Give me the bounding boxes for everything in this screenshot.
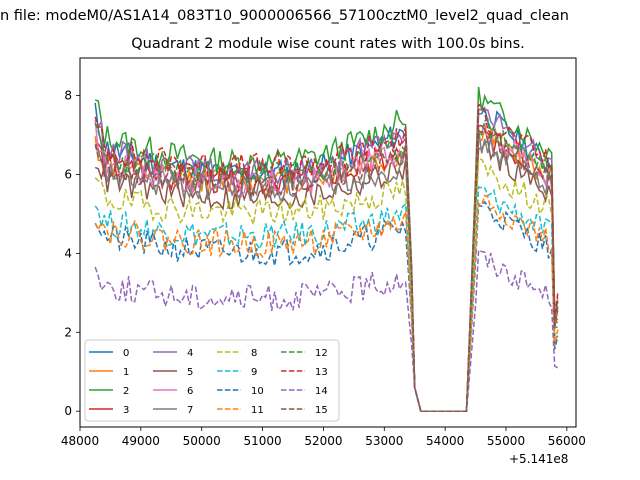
y-tick-label: 6 (64, 167, 72, 181)
legend-label-13: 13 (315, 367, 328, 378)
series-line-5 (94, 139, 559, 412)
series-line-9 (94, 186, 559, 412)
legend-label-6: 6 (187, 386, 193, 397)
x-tick-label: 49000 (122, 434, 160, 448)
legend-label-15: 15 (315, 405, 328, 416)
legend-label-7: 7 (187, 405, 193, 416)
legend-label-2: 2 (123, 386, 129, 397)
legend-label-14: 14 (315, 386, 328, 397)
series-line-13 (94, 103, 559, 412)
legend-label-0: 0 (123, 348, 129, 359)
legend-label-12: 12 (315, 348, 328, 359)
legend-box (84, 339, 340, 422)
x-axis: 48000 49000 50000 51000 52000 53000 54000 55000… (61, 427, 586, 448)
plot-lines (94, 86, 559, 412)
series-line-14 (94, 248, 559, 412)
chart-title: Quadrant 2 module wise count rates with … (131, 36, 525, 52)
series-line-2 (94, 86, 559, 412)
series-line-15 (94, 127, 559, 412)
y-axis: 0 2 4 6 8 (64, 88, 80, 418)
legend-label-9: 9 (251, 367, 257, 378)
y-tick-label: 8 (64, 88, 72, 102)
legend-label-8: 8 (251, 348, 257, 359)
x-offset-label: +5.141e8 (509, 452, 569, 466)
x-tick-label: 48000 (61, 434, 99, 448)
series-line-10 (94, 200, 559, 412)
x-tick-label: 51000 (243, 434, 281, 448)
x-tick-label: 54000 (426, 434, 464, 448)
legend-label-1: 1 (123, 367, 129, 378)
y-tick-label: 0 (64, 404, 72, 418)
legend-label-11: 11 (251, 405, 264, 416)
legend-label-10: 10 (251, 386, 264, 397)
y-tick-label: 2 (64, 325, 72, 339)
x-tick-label: 56000 (548, 434, 586, 448)
x-tick-label: 50000 (183, 434, 221, 448)
legend-label-5: 5 (187, 367, 193, 378)
legend-label-3: 3 (123, 405, 129, 416)
legend-label-4: 4 (187, 348, 193, 359)
plot-frame (79, 57, 577, 428)
series-line-8 (94, 158, 559, 412)
figure-suptitle: n file: modeM0/AS1A14_083T10_9000006566_… (0, 8, 569, 24)
x-tick-label: 53000 (365, 434, 403, 448)
x-tick-label: 52000 (304, 434, 342, 448)
y-tick-label: 4 (64, 246, 72, 260)
series-line-11 (94, 194, 559, 412)
x-tick-label: 55000 (487, 434, 525, 448)
